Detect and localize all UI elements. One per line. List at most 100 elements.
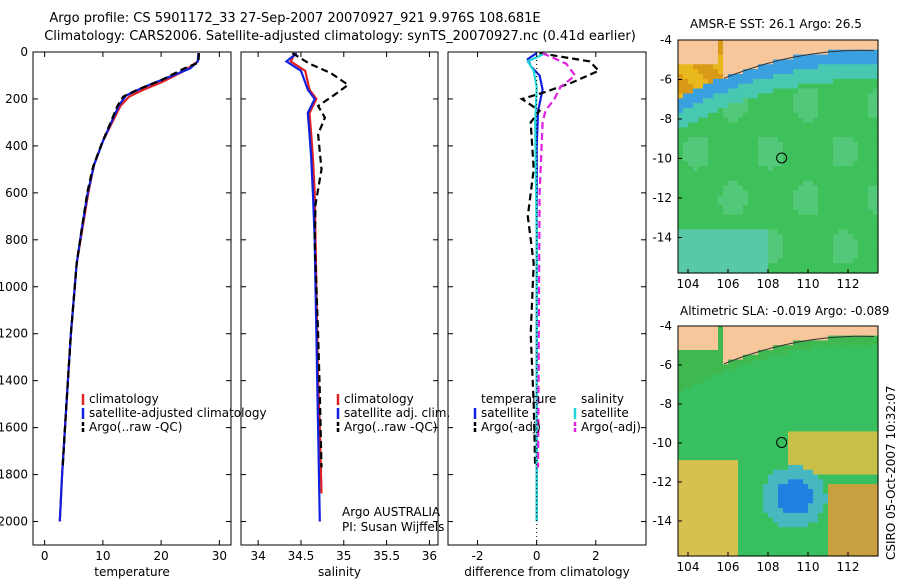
map-cell (788, 522, 794, 528)
map-cell (778, 258, 784, 264)
map-cell (753, 393, 759, 399)
map-cell (858, 546, 864, 552)
map-cell (748, 474, 754, 480)
map-cell (728, 49, 734, 56)
map-cell (778, 40, 784, 46)
map-cell (793, 436, 799, 442)
map-cell (753, 479, 759, 485)
map-cell (793, 253, 799, 260)
map-cell (713, 229, 719, 235)
map-cell (763, 450, 769, 456)
map-cell (788, 488, 794, 495)
map-cell (743, 522, 749, 528)
map-cell (858, 151, 864, 158)
map-cell (843, 214, 849, 221)
map-cell (748, 141, 754, 148)
map-cell (808, 441, 814, 447)
map-cell (833, 156, 839, 162)
map-cell (803, 378, 809, 385)
map-cell (743, 112, 749, 119)
map-cell (728, 388, 734, 394)
map-cell (748, 354, 754, 361)
map-cell (813, 112, 819, 119)
map-cell (753, 469, 759, 476)
map-cell (863, 146, 869, 153)
map-cell (753, 88, 759, 94)
map-cell (858, 229, 864, 235)
map-cell (798, 512, 804, 519)
map-cell (733, 156, 739, 162)
map-cell (803, 156, 809, 162)
map-cell (808, 445, 814, 452)
map-cell (718, 59, 724, 65)
map-cell (833, 388, 839, 394)
map-cell (863, 151, 869, 158)
map-cell (773, 469, 779, 476)
map-cell (743, 388, 749, 394)
map-cell (678, 151, 684, 158)
map-cell (753, 175, 759, 182)
map-cell (768, 200, 774, 206)
map-cell (713, 426, 719, 433)
map-cell (853, 127, 859, 133)
map-cell (733, 373, 739, 380)
map-cell (728, 464, 734, 471)
map-cell (688, 54, 694, 61)
map-cell (728, 59, 734, 65)
map-cell (753, 445, 759, 452)
map-cell (823, 441, 829, 447)
map-cell (683, 460, 689, 466)
map-cell (688, 326, 694, 332)
map-cell (713, 185, 719, 192)
map-cell (823, 455, 829, 461)
map-cell (703, 229, 709, 235)
map-cell (783, 460, 789, 466)
map-cell (683, 258, 689, 264)
map-cell (823, 200, 829, 206)
map-cell (778, 59, 784, 65)
map-cell (803, 326, 809, 332)
map-cell (733, 117, 739, 124)
map-cell (688, 141, 694, 148)
map-cell (698, 421, 704, 428)
map-cell (683, 455, 689, 461)
map-cell (708, 166, 714, 172)
map-cell (688, 417, 694, 423)
map-cell (708, 354, 714, 361)
map-cell (783, 498, 789, 504)
map-cell (798, 431, 804, 437)
map-cell (683, 161, 689, 167)
map-cell (863, 205, 869, 211)
map-cell (713, 190, 719, 196)
map-cell (698, 185, 704, 192)
map-cell (808, 180, 814, 187)
map-cell (828, 426, 834, 433)
map-cell (763, 412, 769, 418)
map-cell (738, 330, 744, 337)
map-cell (763, 551, 769, 557)
map-cell (843, 98, 849, 104)
map-cell (778, 527, 784, 533)
map-cell (818, 205, 824, 211)
map-cell (853, 349, 859, 356)
map-cell (783, 200, 789, 206)
map-cell (843, 527, 849, 533)
map-cell (873, 180, 879, 187)
map-cell (783, 512, 789, 519)
map-cell (708, 436, 714, 442)
map-cell (763, 78, 769, 85)
map-cell (808, 93, 814, 99)
map-cell (723, 209, 729, 216)
map-cell (728, 551, 734, 557)
map-cell (688, 349, 694, 356)
map-cell (753, 78, 759, 85)
map-cell (773, 393, 779, 399)
map-cell (768, 185, 774, 192)
map-cell (743, 512, 749, 519)
map-cell (803, 493, 809, 500)
map-cell (848, 378, 854, 385)
map-cell (768, 49, 774, 56)
map-cell (698, 209, 704, 216)
map-cell (693, 166, 699, 172)
map-cell (733, 345, 739, 351)
